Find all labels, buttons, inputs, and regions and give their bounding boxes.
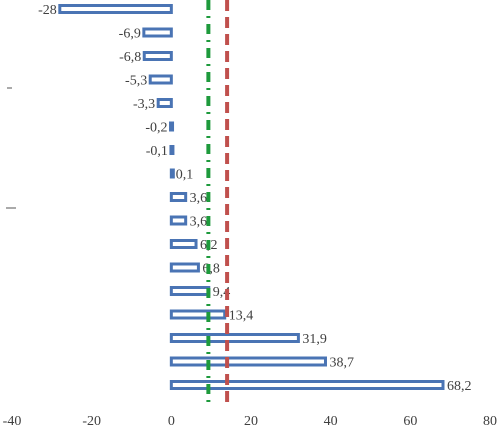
value-label: 38,7 <box>329 356 354 371</box>
bar <box>169 192 188 202</box>
value-label: -28 <box>38 3 57 18</box>
value-label: -5,3 <box>125 74 147 89</box>
bar <box>169 356 327 367</box>
value-label: -0,1 <box>146 144 168 159</box>
value-label: -0,2 <box>145 121 167 136</box>
value-label: -6,8 <box>119 50 141 65</box>
bar <box>169 286 211 296</box>
x-tick-label: 0 <box>168 414 175 428</box>
bar <box>169 168 175 179</box>
bar <box>169 121 175 132</box>
bar <box>142 27 173 38</box>
bars-group <box>58 4 445 390</box>
value-label: -3,3 <box>133 97 155 112</box>
value-label: 68,2 <box>447 379 472 394</box>
x-axis-ticks: -40 -20 0 20 40 60 80 <box>3 414 497 428</box>
bar <box>142 51 173 61</box>
bar <box>169 262 200 273</box>
value-label: 3,6 <box>190 215 208 230</box>
x-tick-label: 40 <box>324 414 338 428</box>
bar <box>169 309 227 320</box>
value-label: 31,9 <box>302 332 327 347</box>
bar <box>169 380 445 390</box>
value-label: 0,1 <box>176 168 194 183</box>
bar <box>169 215 188 226</box>
x-tick-label: -20 <box>82 414 101 428</box>
value-label: 13,4 <box>229 309 254 324</box>
value-labels-group: -28-6,9-6,8-5,3-3,3-0,2-0,10,13,63,66,26… <box>38 3 471 394</box>
bar <box>148 74 173 85</box>
x-tick-label: 60 <box>403 414 417 428</box>
bar <box>58 4 173 14</box>
reference-lines-group <box>206 0 230 405</box>
bar <box>169 145 175 155</box>
bar <box>169 239 198 249</box>
value-label: -6,9 <box>119 27 141 42</box>
value-label: 6,8 <box>202 262 220 277</box>
x-tick-label: 80 <box>483 414 497 428</box>
x-tick-label: 20 <box>244 414 258 428</box>
value-label: 3,6 <box>190 191 208 206</box>
bar <box>156 98 173 108</box>
bar <box>169 333 300 343</box>
x-tick-label: -40 <box>3 414 22 428</box>
